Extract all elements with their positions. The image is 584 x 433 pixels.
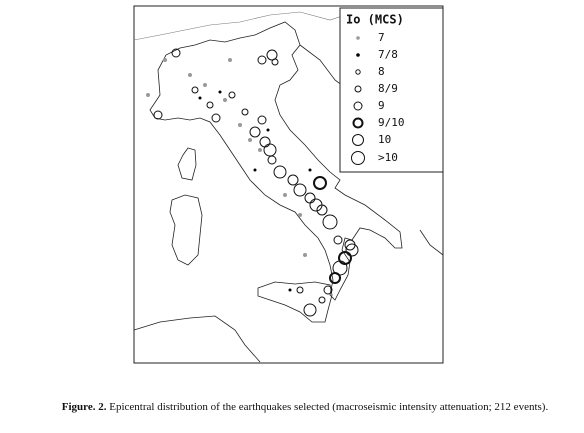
epicentres-dots	[198, 90, 312, 292]
legend-label: 10	[378, 133, 391, 146]
italy-coast	[149, 21, 403, 301]
corsica-coast	[177, 147, 197, 181]
balkan-coast	[419, 229, 444, 256]
legend-label: 7	[378, 31, 385, 44]
legend-label: >10	[378, 151, 398, 164]
legend-title: Io (MCS)	[346, 13, 404, 27]
caption-text: Epicentral distribution of the earthquak…	[109, 401, 549, 413]
sardinia-coast	[169, 194, 203, 266]
legend-label: 7/8	[378, 48, 398, 61]
legend-box	[339, 7, 444, 173]
epicentres	[153, 48, 359, 317]
sicily-coast	[257, 281, 333, 323]
north-africa-coast	[133, 315, 261, 363]
legend-label: 9	[378, 99, 385, 112]
legend-symbols	[351, 36, 365, 165]
map-figure: Io (MCS) 7 7/8 8 8/9 9 9/10 10 >10	[133, 5, 444, 364]
legend-label: 9/10	[378, 116, 405, 129]
caption: Figure. 2. Epicentral distribution of th…	[40, 400, 570, 414]
legend-label: 8/9	[378, 82, 398, 95]
alpine-border	[133, 9, 361, 41]
caption-label: Figure. 2.	[61, 401, 107, 413]
legend-label: 8	[378, 65, 385, 78]
epicentres-small	[146, 58, 307, 257]
